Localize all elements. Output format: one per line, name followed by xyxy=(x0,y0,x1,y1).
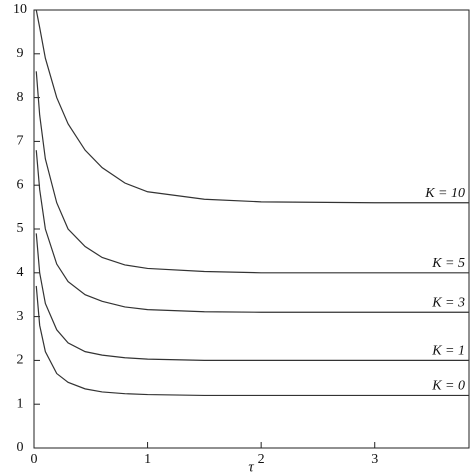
x-tick-label: 1 xyxy=(144,452,151,467)
y-tick-label: 7 xyxy=(17,134,24,149)
plot-frame xyxy=(33,9,470,449)
series-label: K = 1 xyxy=(431,344,465,359)
series-line xyxy=(35,150,469,313)
series-label: K = 3 xyxy=(431,295,465,310)
series-label: K = 0 xyxy=(431,379,465,394)
y-tick-label: 8 xyxy=(17,90,24,105)
y-tick-label: 5 xyxy=(17,221,24,236)
y-tick-label: 1 xyxy=(17,396,24,411)
series-line xyxy=(35,285,469,397)
x-tick-label: 3 xyxy=(371,452,378,467)
y-tick-label: 4 xyxy=(17,265,24,280)
y-tick-label: 2 xyxy=(17,353,24,368)
y-tick-label: 6 xyxy=(17,177,24,192)
y-tick-label: 10 xyxy=(13,2,27,17)
series-line xyxy=(35,9,469,204)
series-label: K = 10 xyxy=(424,186,465,201)
x-axis-label: τ xyxy=(248,459,254,474)
y-tick-label: 3 xyxy=(17,309,24,324)
series-line xyxy=(35,71,469,274)
series-label: K = 5 xyxy=(431,256,465,271)
series-line xyxy=(35,233,469,361)
x-tick-label: 2 xyxy=(258,452,265,467)
x-tick-label: 0 xyxy=(31,452,38,467)
y-tick-label: 9 xyxy=(17,46,24,61)
y-tick-label: 0 xyxy=(17,440,24,455)
